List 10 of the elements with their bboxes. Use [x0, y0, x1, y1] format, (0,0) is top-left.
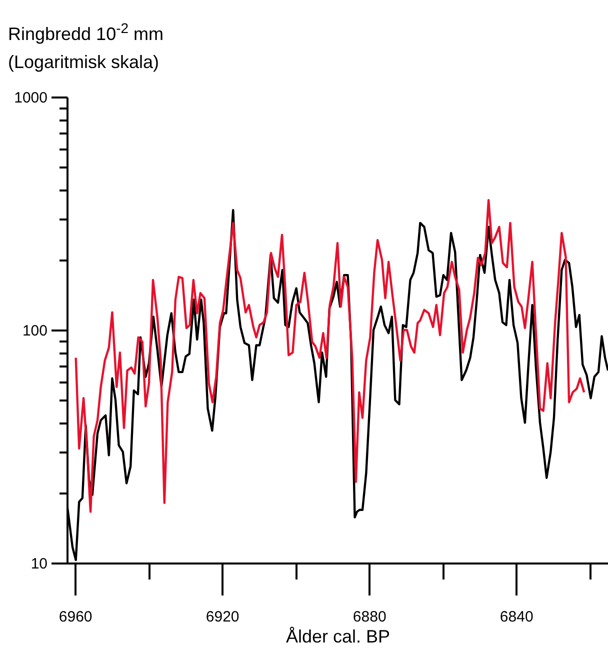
x-tick-label: 6840: [500, 608, 534, 626]
x-tick-label: 6960: [58, 608, 92, 626]
y-tick-label: 100: [22, 322, 48, 340]
x-axis-title: Ålder cal. BP: [286, 626, 390, 646]
line-series: [74, 199, 586, 513]
y-tick-label: 10: [30, 556, 48, 572]
x-tick-label: 6920: [206, 608, 240, 626]
y-tick-label: 1000: [14, 90, 48, 106]
x-tick-label: 6880: [352, 608, 386, 626]
y-axis-title: Ringbredd 10$^{-2}$ mm (Logaritmisk skala): [8, 19, 165, 74]
